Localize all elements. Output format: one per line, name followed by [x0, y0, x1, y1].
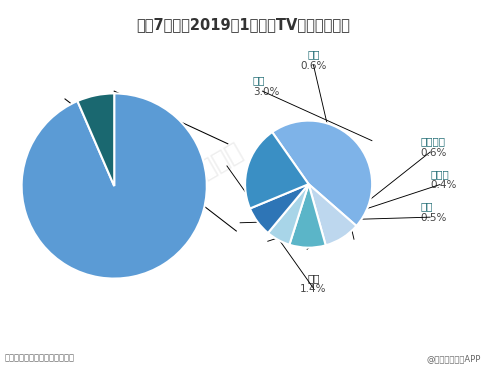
- Text: 3.0%: 3.0%: [253, 87, 279, 97]
- Wedge shape: [250, 184, 309, 233]
- Text: 0.5%: 0.5%: [420, 213, 447, 223]
- Wedge shape: [77, 93, 114, 186]
- Text: 93.5%: 93.5%: [64, 191, 106, 203]
- Text: 图表7：截至2019年1月斗鱼TV主播类型分布: 图表7：截至2019年1月斗鱼TV主播类型分布: [136, 17, 350, 32]
- Text: 6.5%: 6.5%: [245, 191, 275, 203]
- Wedge shape: [272, 121, 372, 226]
- Text: 资料来源：前瞻产业研究院整理: 资料来源：前瞻产业研究院整理: [5, 354, 75, 363]
- Text: 影音: 影音: [420, 202, 433, 212]
- Wedge shape: [268, 184, 309, 245]
- Wedge shape: [309, 184, 356, 245]
- Text: 户外: 户外: [307, 273, 320, 283]
- Text: 0.6%: 0.6%: [300, 61, 327, 71]
- Text: 1.4%: 1.4%: [300, 284, 327, 294]
- Text: 其他: 其他: [307, 49, 320, 60]
- Text: 秀场: 秀场: [253, 76, 265, 86]
- Text: @前瞻经济学人APP: @前瞻经济学人APP: [427, 354, 481, 363]
- Text: 0.6%: 0.6%: [420, 148, 447, 158]
- Text: 前瞻研究院: 前瞻研究院: [171, 138, 247, 196]
- Text: 二次元: 二次元: [430, 169, 449, 179]
- Wedge shape: [21, 93, 207, 279]
- Text: 其他: 其他: [245, 169, 260, 181]
- Text: 科技教育: 科技教育: [420, 137, 445, 147]
- Text: 0.4%: 0.4%: [430, 180, 456, 190]
- Text: 游戏主播: 游戏主播: [70, 165, 100, 177]
- Wedge shape: [289, 184, 326, 248]
- Wedge shape: [245, 132, 309, 208]
